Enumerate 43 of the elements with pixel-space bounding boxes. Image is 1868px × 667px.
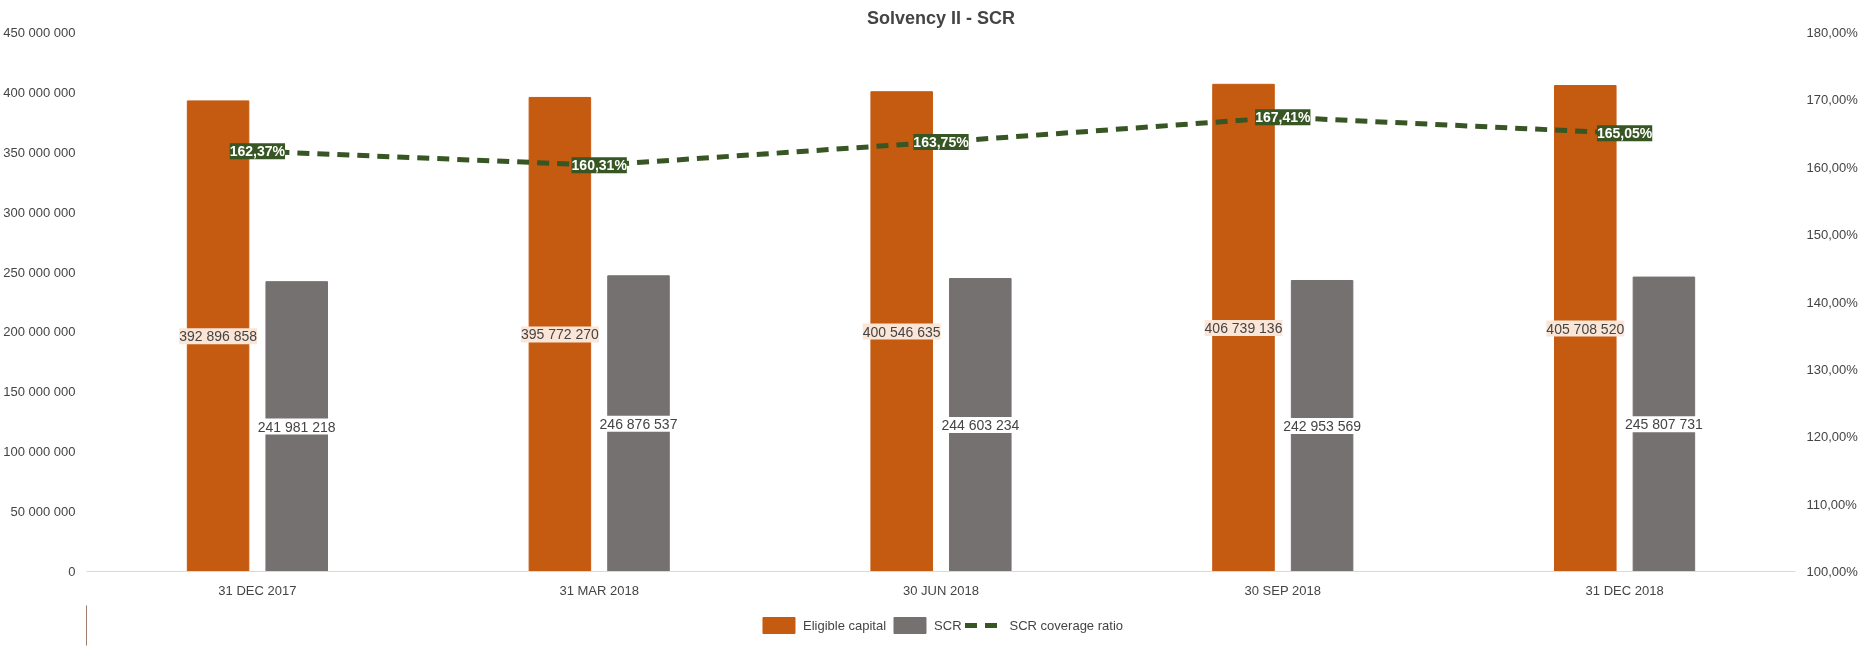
- y-tick-label: 400 000 000: [3, 84, 76, 100]
- y-tick-label: 100 000 000: [3, 444, 76, 460]
- data-label: 163,75%: [913, 133, 970, 150]
- data-label: 244 603 234: [941, 417, 1020, 434]
- data-label: 245 807 731: [1624, 416, 1704, 433]
- data-label: 165,05%: [1596, 125, 1653, 142]
- y-tick-label: 50 000 000: [10, 504, 76, 520]
- data-label: 392 896 858: [179, 328, 258, 345]
- y2-tick-label: 100,00%: [1806, 564, 1859, 579]
- legend-label: Eligible capital: [802, 617, 887, 633]
- data-label: 246 876 537: [599, 415, 678, 432]
- data-label: 395 772 270: [520, 326, 600, 343]
- legend-label: SCR coverage ratio: [1009, 617, 1124, 633]
- legend-label: SCR: [934, 617, 962, 633]
- y2-tick-label: 130,00%: [1806, 361, 1859, 377]
- data-label: 400 546 635: [862, 323, 941, 340]
- x-tick-label: 31 DEC 2018: [1585, 582, 1664, 598]
- data-label: 242 953 569: [1283, 418, 1362, 434]
- data-label: 406 739 136: [1204, 319, 1283, 336]
- y-tick-label: 0: [68, 564, 76, 579]
- x-tick-label: 31 DEC 2017: [218, 582, 297, 598]
- y-tick-label: 450 000 000: [3, 25, 76, 40]
- x-tick-label: 30 JUN 2018: [903, 582, 979, 598]
- y2-tick-label: 170,00%: [1806, 92, 1859, 108]
- data-label: 405 708 520: [1546, 320, 1625, 337]
- x-tick-label: 31 MAR 2018: [559, 582, 639, 598]
- y2-tick-label: 140,00%: [1806, 294, 1859, 310]
- data-label: 162,37%: [229, 143, 286, 160]
- y2-tick-label: 120,00%: [1806, 429, 1859, 445]
- y2-tick-label: 110,00%: [1806, 496, 1858, 512]
- chart-title: Solvency II - SCR: [866, 7, 1016, 28]
- y-tick-label: 250 000 000: [3, 264, 76, 280]
- data-label: 167,41%: [1255, 109, 1311, 126]
- y2-tick-label: 180,00%: [1806, 25, 1859, 40]
- y2-tick-label: 160,00%: [1806, 159, 1859, 175]
- y-tick-label: 150 000 000: [3, 384, 76, 400]
- data-label: 241 981 218: [257, 418, 336, 435]
- y-tick-label: 300 000 000: [3, 204, 76, 220]
- y-tick-label: 200 000 000: [3, 324, 76, 340]
- y-tick-label: 350 000 000: [3, 144, 76, 160]
- x-tick-label: 30 SEP 2018: [1244, 582, 1321, 598]
- y2-tick-label: 150,00%: [1806, 227, 1859, 243]
- data-label: 160,31%: [571, 157, 628, 174]
